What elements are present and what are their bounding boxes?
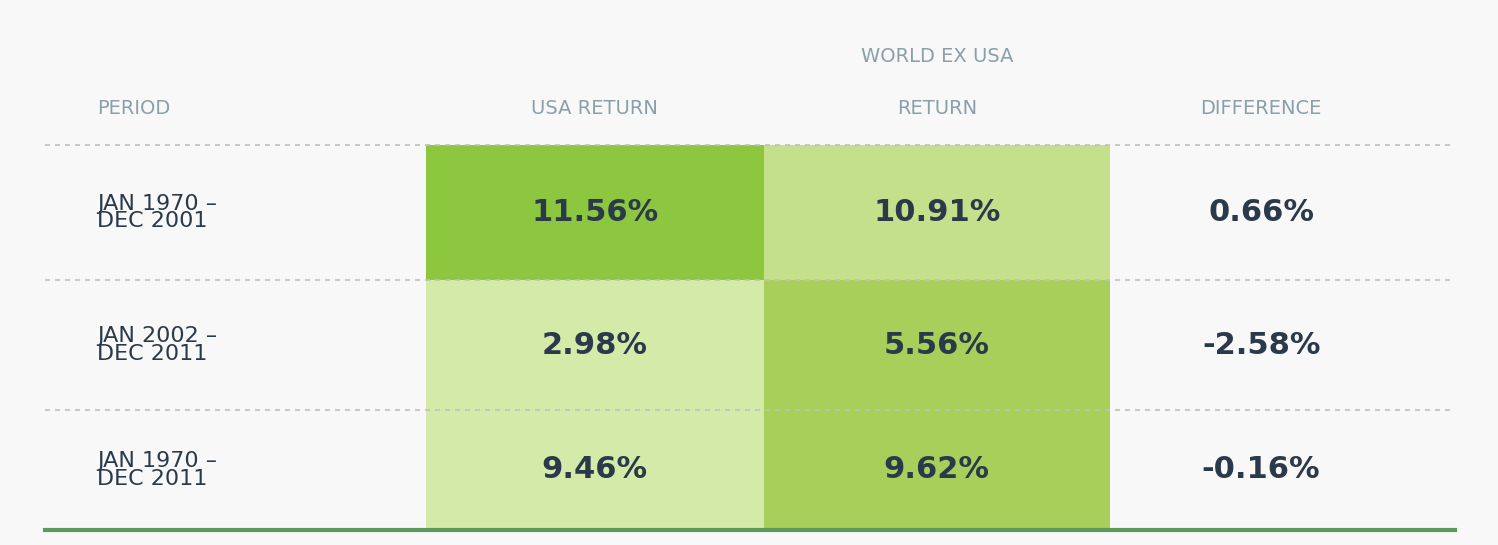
Bar [425, 280, 764, 410]
Text: DEC 2011: DEC 2011 [97, 344, 208, 364]
Text: DEC 2011: DEC 2011 [97, 469, 208, 489]
Text: JAN 1970 –: JAN 1970 – [97, 193, 217, 214]
Text: PERIOD: PERIOD [97, 99, 171, 118]
Text: 9.62%: 9.62% [884, 456, 990, 485]
Bar [764, 280, 1110, 410]
Bar [764, 145, 1110, 280]
Text: DIFFERENCE: DIFFERENCE [1200, 99, 1321, 118]
Text: 9.46%: 9.46% [542, 456, 649, 485]
Text: 5.56%: 5.56% [884, 330, 990, 360]
Text: DEC 2001: DEC 2001 [97, 211, 208, 231]
Text: JAN 2002 –: JAN 2002 – [97, 326, 217, 346]
Text: 0.66%: 0.66% [1207, 198, 1314, 227]
Text: 2.98%: 2.98% [542, 330, 649, 360]
Text: 10.91%: 10.91% [873, 198, 1001, 227]
Bar [764, 410, 1110, 530]
Text: 11.56%: 11.56% [532, 198, 659, 227]
Bar [425, 145, 764, 280]
Text: WORLD EX USA: WORLD EX USA [860, 47, 1013, 66]
Text: USA RETURN: USA RETURN [532, 99, 658, 118]
Text: -2.58%: -2.58% [1201, 330, 1320, 360]
Text: RETURN: RETURN [897, 99, 977, 118]
Text: JAN 1970 –: JAN 1970 – [97, 451, 217, 471]
Text: -0.16%: -0.16% [1201, 456, 1320, 485]
Bar [425, 410, 764, 530]
